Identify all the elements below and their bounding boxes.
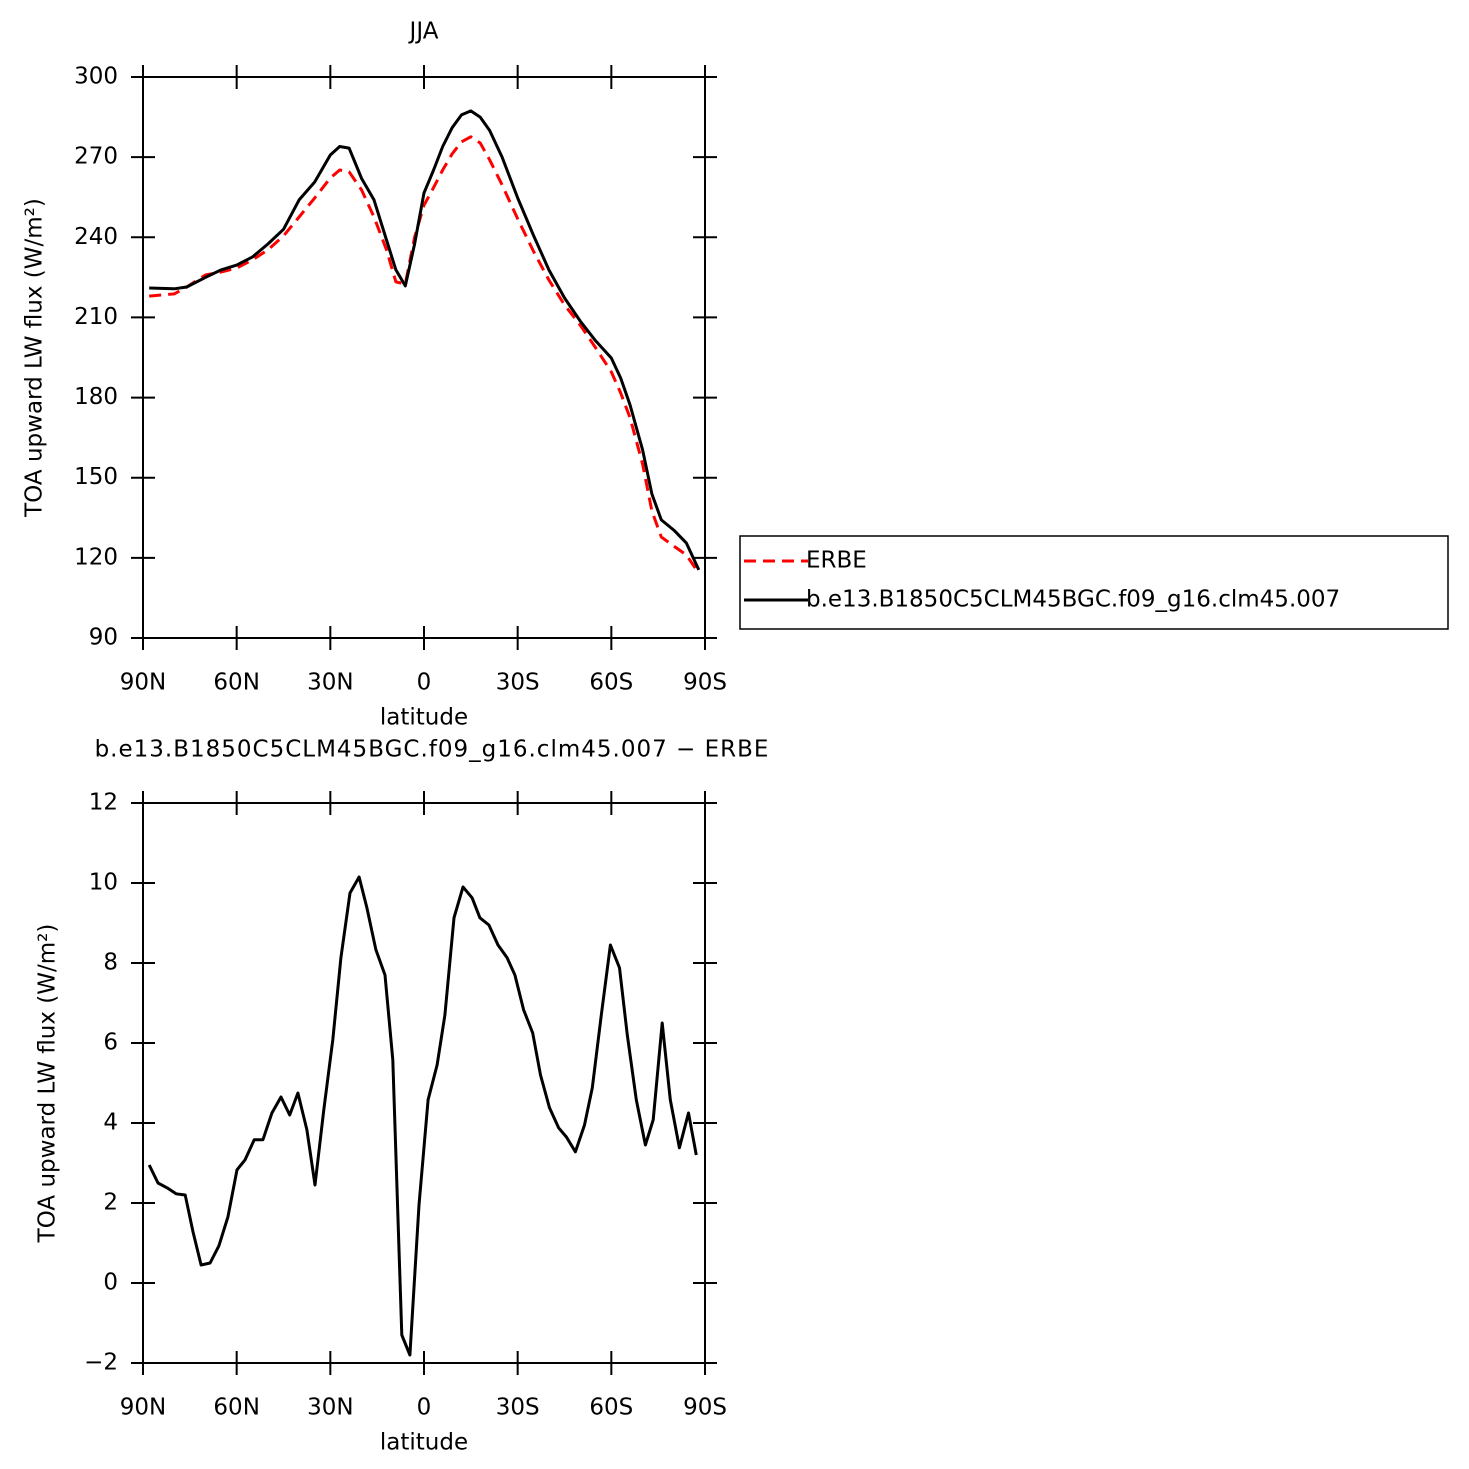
y-tick-label: 150 (74, 464, 118, 490)
x-tick-label: 30N (307, 670, 353, 696)
y-tick-label: 240 (74, 224, 118, 250)
x-tick-label: 0 (417, 1395, 432, 1421)
legend-label: b.e13.B1850C5CLM45BGC.f09_g16.clm45.007 (806, 587, 1340, 613)
chart-title: JJA (408, 19, 439, 45)
y-tick-label: 180 (74, 384, 118, 410)
y-tick-label: 0 (103, 1270, 118, 1296)
y-tick-label: 8 (103, 950, 118, 976)
x-tick-label: 90N (120, 1395, 166, 1421)
legend-label: ERBE (806, 548, 867, 574)
data-line (149, 109, 701, 571)
data-line (149, 135, 701, 574)
y-tick-label: −2 (84, 1350, 118, 1376)
plot-frame (142, 76, 706, 639)
y-tick-label: 270 (74, 144, 118, 170)
data-line (147, 875, 698, 1357)
x-tick-label: 30S (496, 1395, 540, 1421)
x-tick-label: 90S (683, 670, 727, 696)
y-tick-label: 2 (103, 1190, 118, 1216)
x-tick-label: 90N (120, 670, 166, 696)
y-tick-label: 210 (74, 304, 118, 330)
x-tick-label: 60S (589, 670, 633, 696)
y-tick-label: 120 (74, 544, 118, 570)
x-tick-label: 30N (307, 1395, 353, 1421)
y-tick-label: 12 (89, 790, 118, 816)
y-tick-label: 300 (74, 64, 118, 90)
chart-title: b.e13.B1850C5CLM45BGC.f09_g16.clm45.007 … (95, 737, 770, 763)
x-axis-label: latitude (380, 705, 468, 731)
x-tick-label: 60S (589, 1395, 633, 1421)
x-tick-label: 60N (213, 670, 259, 696)
y-tick-label: 10 (89, 870, 118, 896)
plot-frame (142, 802, 706, 1364)
x-tick-label: 30S (496, 670, 540, 696)
x-tick-label: 0 (417, 670, 432, 696)
y-tick-label: 90 (89, 625, 118, 651)
legend-box (739, 535, 1449, 630)
x-tick-label: 90S (683, 1395, 727, 1421)
x-tick-label: 60N (213, 1395, 259, 1421)
y-tick-label: 6 (103, 1030, 118, 1056)
x-axis-label: latitude (380, 1430, 468, 1456)
y-axis-label: TOA upward LW flux (W/m²) (22, 198, 48, 518)
y-tick-label: 4 (103, 1110, 118, 1136)
y-axis-label: TOA upward LW flux (W/m²) (35, 924, 61, 1244)
